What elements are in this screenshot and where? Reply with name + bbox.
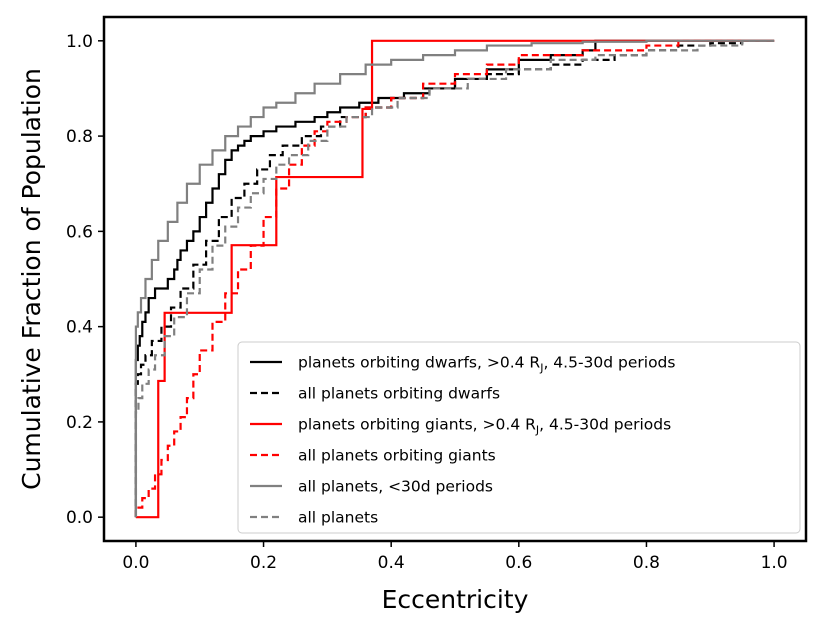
x-axis-label: Eccentricity bbox=[382, 585, 529, 614]
x-tick-label: 0.8 bbox=[633, 553, 660, 573]
legend-label-1: planets orbiting dwarfs, >0.4 RJ, 4.5-30… bbox=[298, 354, 675, 375]
series-layer bbox=[134, 39, 775, 519]
tick-layer: 0.0 0.2 0.4 0.6 0.8 1.0 0.0 0.2 0.4 0.6 0.8 1.0 bbox=[66, 32, 788, 573]
x-tick-label: 0.4 bbox=[378, 553, 405, 573]
legend-box bbox=[237, 341, 801, 534]
series-line-4 bbox=[134, 39, 775, 518]
x-tick-label: 0.2 bbox=[250, 553, 277, 573]
legend-label-3: planets orbiting giants, >0.4 RJ, 4.5-30… bbox=[298, 416, 671, 437]
y-tick-label: 1.0 bbox=[66, 32, 93, 52]
series-line-6 bbox=[134, 39, 775, 518]
legend: planets orbiting dwarfs, >0.4 RJ, 4.5-30… bbox=[237, 341, 801, 534]
y-tick-label: 0.2 bbox=[66, 413, 93, 433]
x-tick-label: 0.0 bbox=[122, 553, 149, 573]
y-tick-label: 0.4 bbox=[66, 318, 93, 338]
plot-frame bbox=[102, 15, 808, 543]
series-line-5 bbox=[134, 39, 775, 518]
y-tick-label: 0.0 bbox=[66, 508, 93, 528]
legend-label-5: all planets, <30d periods bbox=[298, 478, 493, 496]
legend-label-2: all planets orbiting dwarfs bbox=[298, 385, 500, 403]
y-axis-label: Cumulative Fraction of Population bbox=[17, 68, 46, 490]
legend-label-6: all planets bbox=[298, 509, 378, 527]
y-tick-label: 0.6 bbox=[66, 222, 93, 242]
y-tick-label: 0.8 bbox=[66, 127, 93, 147]
legend-label-4: all planets orbiting giants bbox=[298, 447, 496, 465]
x-tick-label: 1.0 bbox=[761, 553, 788, 573]
x-tick-label: 0.6 bbox=[505, 553, 532, 573]
